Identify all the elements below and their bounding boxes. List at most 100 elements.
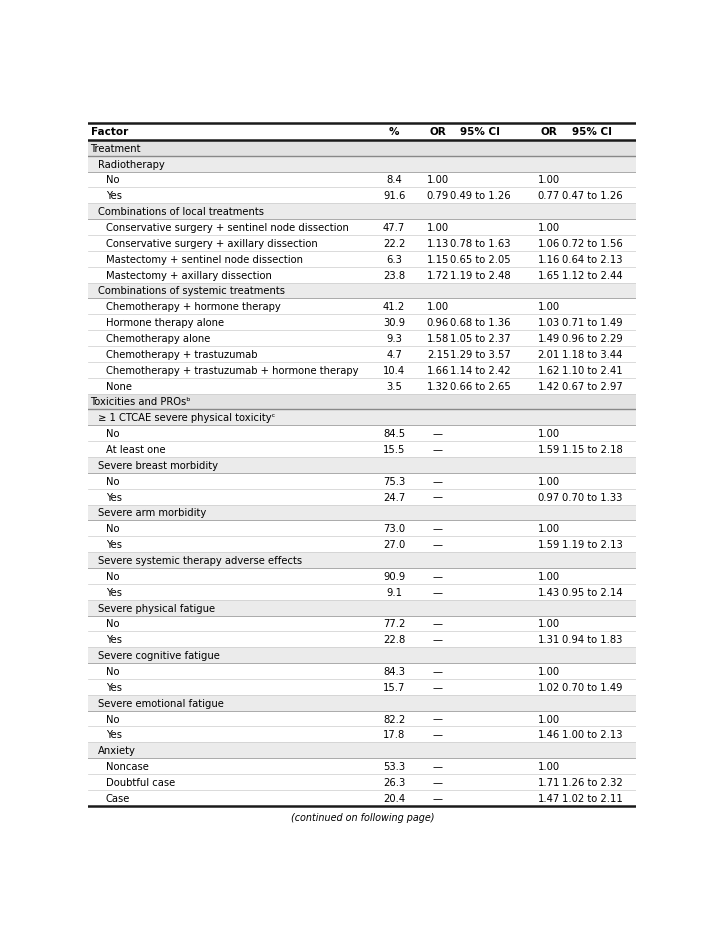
Text: —: — (433, 445, 443, 455)
Bar (88, 188, 636, 204)
Text: 0.67 to 2.97: 0.67 to 2.97 (562, 381, 623, 392)
Text: 73.0: 73.0 (383, 523, 405, 534)
Text: 77.2: 77.2 (383, 619, 405, 629)
Bar (88, 173, 636, 188)
Text: —: — (433, 777, 443, 787)
Text: 1.18 to 3.44: 1.18 to 3.44 (562, 350, 623, 359)
Text: 4.7: 4.7 (386, 350, 402, 359)
Bar (88, 727, 636, 742)
Text: Noncase: Noncase (106, 761, 148, 771)
Text: 1.71: 1.71 (537, 777, 560, 787)
Text: 1.00 to 2.13: 1.00 to 2.13 (562, 729, 623, 740)
Text: 1.00: 1.00 (537, 714, 560, 724)
Text: 1.00: 1.00 (427, 223, 449, 233)
Text: (continued on following page): (continued on following page) (291, 812, 434, 821)
Text: Chemotherapy + hormone therapy: Chemotherapy + hormone therapy (106, 302, 281, 312)
Text: 0.95 to 2.14: 0.95 to 2.14 (562, 587, 623, 597)
Bar (88, 536, 636, 552)
Text: 1.00: 1.00 (537, 223, 560, 233)
Text: —: — (433, 523, 443, 534)
Text: 1.02 to 2.11: 1.02 to 2.11 (562, 793, 623, 803)
Text: 0.49 to 1.26: 0.49 to 1.26 (450, 191, 510, 201)
Text: 1.62: 1.62 (537, 366, 560, 375)
Text: 1.59: 1.59 (537, 539, 560, 549)
Text: 9.3: 9.3 (386, 334, 402, 343)
Bar (88, 552, 636, 568)
Text: —: — (433, 666, 443, 677)
Bar (88, 758, 636, 774)
Text: 17.8: 17.8 (383, 729, 405, 740)
Text: 53.3: 53.3 (383, 761, 405, 771)
Text: 1.26 to 2.32: 1.26 to 2.32 (562, 777, 623, 787)
Text: 84.5: 84.5 (383, 429, 405, 439)
Text: Chemotherapy + trastuzumab: Chemotherapy + trastuzumab (106, 350, 257, 359)
Text: 1.15 to 2.18: 1.15 to 2.18 (562, 445, 623, 455)
Text: 26.3: 26.3 (383, 777, 405, 787)
Text: 22.2: 22.2 (383, 238, 405, 249)
Bar (88, 632, 636, 648)
Text: 2.15: 2.15 (427, 350, 449, 359)
Bar (88, 157, 636, 173)
Text: Severe cognitive fatigue: Severe cognitive fatigue (98, 651, 220, 661)
Text: —: — (433, 539, 443, 549)
Bar (88, 489, 636, 505)
Text: Chemotherapy alone: Chemotherapy alone (106, 334, 210, 343)
Text: 1.58: 1.58 (427, 334, 449, 343)
Text: —: — (433, 682, 443, 692)
Text: —: — (433, 619, 443, 629)
Text: 1.43: 1.43 (537, 587, 560, 597)
Text: 1.65: 1.65 (537, 270, 560, 280)
Text: 1.59: 1.59 (537, 445, 560, 455)
Text: 1.00: 1.00 (537, 175, 560, 186)
Text: 41.2: 41.2 (383, 302, 405, 312)
Text: 1.49: 1.49 (537, 334, 560, 343)
Text: —: — (433, 492, 443, 502)
Text: No: No (106, 666, 119, 677)
Text: 0.64 to 2.13: 0.64 to 2.13 (562, 254, 623, 264)
Text: 22.8: 22.8 (383, 635, 405, 645)
Bar (88, 473, 636, 489)
Text: 0.72 to 1.56: 0.72 to 1.56 (562, 238, 623, 249)
Text: 1.00: 1.00 (537, 302, 560, 312)
Bar (88, 790, 636, 806)
Text: 84.3: 84.3 (383, 666, 405, 677)
Text: 10.4: 10.4 (383, 366, 405, 375)
Text: Yes: Yes (106, 682, 122, 692)
Text: 1.47: 1.47 (537, 793, 560, 803)
Text: %: % (389, 127, 399, 137)
Text: 1.00: 1.00 (537, 761, 560, 771)
Text: 1.66: 1.66 (427, 366, 449, 375)
Text: Severe emotional fatigue: Severe emotional fatigue (98, 698, 224, 708)
Text: 1.00: 1.00 (427, 175, 449, 186)
Text: 1.00: 1.00 (537, 429, 560, 439)
Text: —: — (433, 714, 443, 724)
Text: 1.19 to 2.13: 1.19 to 2.13 (562, 539, 623, 549)
Bar (88, 458, 636, 473)
Text: No: No (106, 714, 119, 724)
Bar (88, 679, 636, 695)
Text: 1.29 to 3.57: 1.29 to 3.57 (450, 350, 510, 359)
Bar (88, 600, 636, 616)
Text: 1.00: 1.00 (537, 666, 560, 677)
Text: 24.7: 24.7 (383, 492, 405, 502)
Text: Combinations of local treatments: Combinations of local treatments (98, 207, 264, 217)
Text: Yes: Yes (106, 191, 122, 201)
Text: 47.7: 47.7 (383, 223, 405, 233)
Text: —: — (433, 793, 443, 803)
Text: Treatment: Treatment (90, 144, 141, 153)
Text: 1.14 to 2.42: 1.14 to 2.42 (450, 366, 510, 375)
Text: 27.0: 27.0 (383, 539, 405, 549)
Bar (88, 616, 636, 632)
Bar (88, 299, 636, 315)
Text: Anxiety: Anxiety (98, 745, 136, 755)
Text: 3.5: 3.5 (386, 381, 402, 392)
Text: 1.10 to 2.41: 1.10 to 2.41 (562, 366, 623, 375)
Text: Conservative surgery + axillary dissection: Conservative surgery + axillary dissecti… (106, 238, 317, 249)
Text: —: — (433, 729, 443, 740)
Text: 1.13: 1.13 (427, 238, 449, 249)
Text: Radiotherapy: Radiotherapy (98, 160, 165, 170)
Text: OR: OR (540, 127, 557, 137)
Text: 30.9: 30.9 (383, 317, 405, 328)
Text: Mastectomy + axillary dissection: Mastectomy + axillary dissection (106, 270, 271, 280)
Text: 1.03: 1.03 (537, 317, 560, 328)
